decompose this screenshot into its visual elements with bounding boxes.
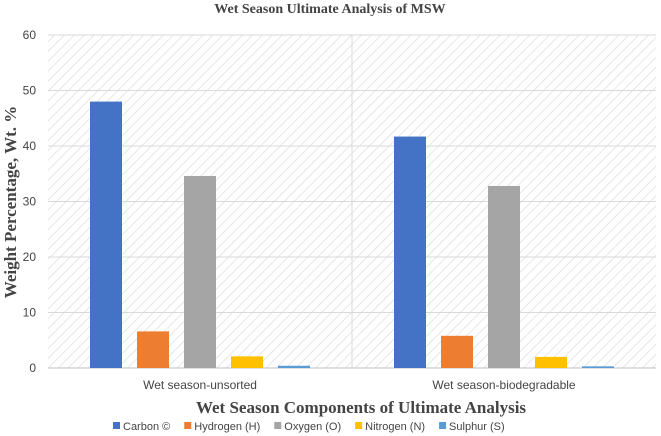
x-tick-labels: Wet season-unsorted Wet season-biodegrada… — [143, 378, 576, 392]
legend-swatch — [439, 422, 447, 429]
bar — [441, 335, 473, 368]
legend-swatch — [184, 422, 192, 429]
y-axis-title: Weight Percentage, Wt. % — [1, 106, 20, 298]
bar — [184, 175, 216, 368]
y-tick-label: 0 — [29, 361, 36, 375]
legend-swatch — [274, 422, 282, 429]
legend-swatch — [355, 422, 363, 429]
bar — [535, 356, 567, 368]
x-tick-label: Wet season-biodegradable — [432, 378, 576, 392]
bar — [90, 101, 122, 368]
y-tick-label: 20 — [23, 250, 37, 264]
y-tick-label: 40 — [23, 139, 37, 153]
bars — [90, 101, 614, 368]
y-tick-label: 30 — [23, 195, 37, 209]
y-tick-label: 10 — [23, 306, 37, 320]
x-axis-title: Wet Season Components of Ultimate Analys… — [196, 398, 526, 417]
bar — [394, 136, 426, 368]
legend-label: Sulphur (S) — [449, 421, 505, 433]
chart-title: Wet Season Ultimate Analysis of MSW — [214, 2, 445, 17]
legend-label: Nitrogen (N) — [365, 421, 425, 433]
y-tick-label: 50 — [23, 84, 37, 98]
legend-label: Oxygen (O) — [284, 421, 341, 433]
y-tick-label: 60 — [23, 28, 37, 42]
legend-swatch — [113, 422, 120, 429]
y-tick-labels: 0 10 20 30 40 50 60 — [23, 28, 37, 375]
x-tick-label: Wet season-unsorted — [143, 378, 257, 392]
bar — [582, 366, 614, 368]
legend-label: Hydrogen (H) — [194, 421, 260, 433]
legend-label: Carbon © — [123, 421, 170, 433]
bar — [488, 185, 520, 368]
bar — [278, 365, 310, 368]
bar — [137, 331, 169, 368]
bar — [231, 356, 263, 368]
legend: Carbon © Hydrogen (H) Oxygen (O) Nitrogen (… — [113, 421, 505, 433]
